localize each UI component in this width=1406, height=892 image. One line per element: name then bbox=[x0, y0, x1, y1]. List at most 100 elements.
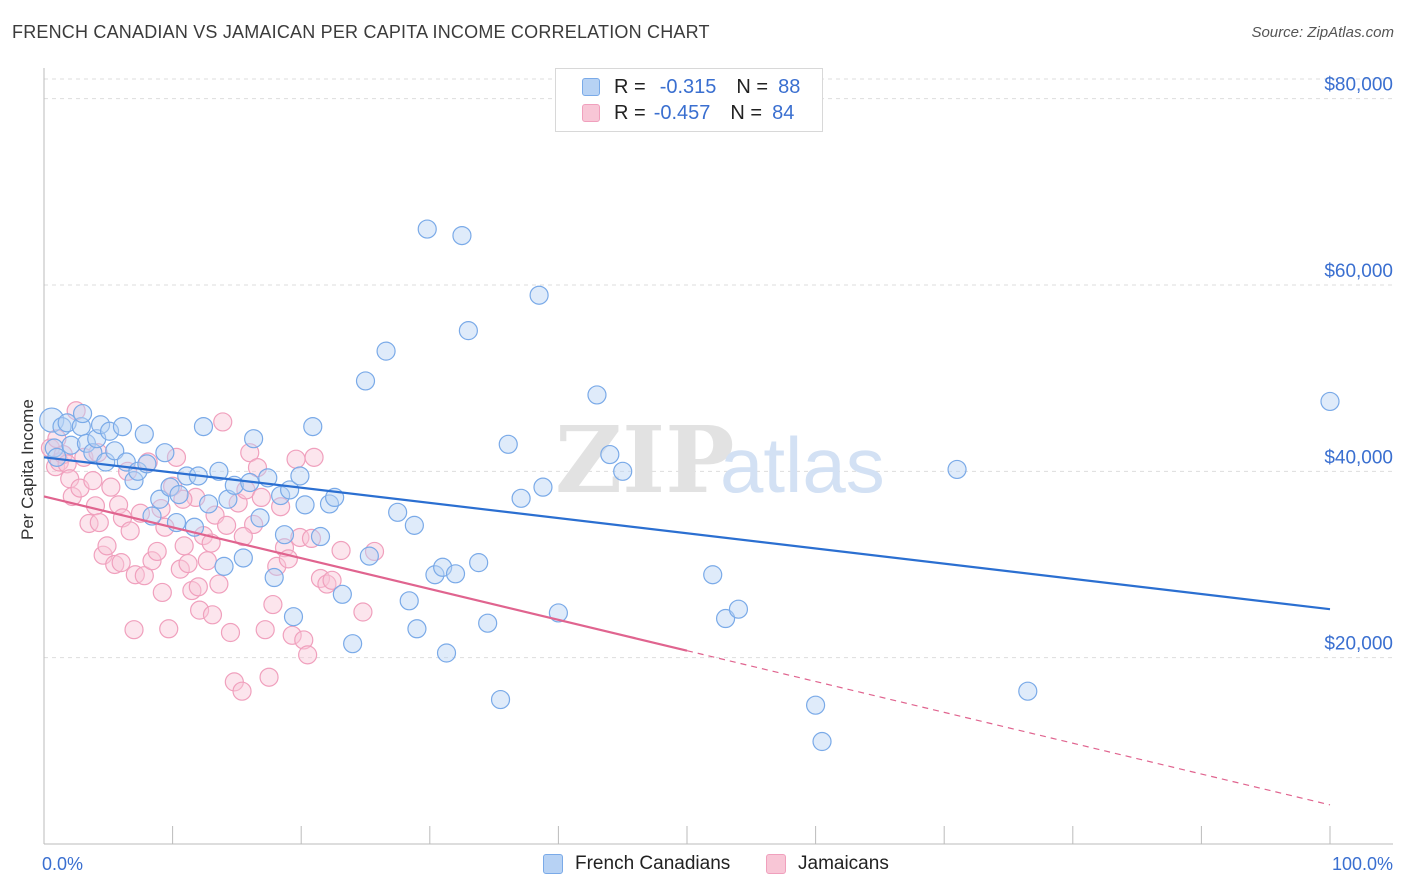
jamaicans-point bbox=[134, 566, 154, 586]
jamaicans-point bbox=[322, 570, 342, 590]
french-canadians-point bbox=[498, 434, 518, 454]
bottom-legend-french-canadians: French Canadians bbox=[543, 851, 730, 877]
legend-r-value: -0.315 bbox=[659, 75, 717, 98]
jamaicans-point bbox=[267, 556, 287, 576]
axis-layer bbox=[43, 68, 1393, 845]
french-canadians-point bbox=[72, 403, 93, 424]
french-canadians-point bbox=[233, 548, 253, 568]
jamaicans-point bbox=[147, 541, 167, 562]
french-canadians-point bbox=[587, 385, 607, 405]
french-canadians-point bbox=[218, 489, 238, 509]
jamaicans-point bbox=[220, 622, 241, 643]
y-tick-label-80000: $80,000 bbox=[1324, 75, 1393, 96]
jamaicans-point bbox=[317, 574, 337, 594]
watermark-zip: ZIP bbox=[555, 406, 734, 514]
legend-n-label: N = bbox=[730, 101, 763, 124]
legend-n-value: 88 bbox=[778, 75, 801, 98]
legend-row-jamaicans: R = -0.457 N = 84 bbox=[582, 100, 794, 126]
french-canadians-point bbox=[613, 461, 633, 481]
french-canadians-trend-line bbox=[43, 456, 1331, 611]
french-canadians-point bbox=[376, 341, 396, 361]
trend-lines bbox=[43, 456, 1331, 806]
jamaicans-point bbox=[331, 540, 351, 561]
bottom-legend-jamaicans: Jamaicans bbox=[766, 851, 889, 877]
french-canadians-point bbox=[99, 421, 120, 441]
jamaicans-point bbox=[304, 447, 324, 467]
french-canadians-point bbox=[134, 424, 154, 444]
y-tick-label-20000: $20,000 bbox=[1324, 634, 1393, 655]
french-canadians-point bbox=[193, 416, 214, 437]
x-tick-left: 0.0% bbox=[42, 854, 83, 874]
french-canadians-point bbox=[271, 485, 291, 506]
jamaicans-point bbox=[251, 487, 271, 508]
french-canadians-point bbox=[155, 443, 175, 463]
french-canadians-point bbox=[399, 591, 419, 611]
french-canadians-point bbox=[319, 494, 340, 514]
french-canadians-point bbox=[105, 441, 125, 461]
legend-r-label: R = bbox=[614, 75, 646, 98]
french-canadians-point bbox=[445, 564, 466, 584]
jamaicans-point bbox=[178, 553, 198, 574]
french-canadians-point bbox=[250, 508, 270, 528]
french-canadians-point bbox=[600, 444, 620, 465]
legend-n-value: 84 bbox=[772, 101, 795, 124]
jamaicans-point bbox=[282, 625, 302, 645]
jamaicans-point bbox=[120, 521, 140, 541]
jamaicans-point bbox=[232, 681, 252, 701]
french-canadians-point bbox=[61, 435, 81, 455]
french-canadians-point bbox=[458, 321, 478, 341]
french-canadians-point bbox=[214, 556, 234, 576]
french-canadians-point bbox=[76, 433, 97, 453]
french-canadians-point bbox=[343, 634, 363, 654]
french-canadians-point bbox=[1018, 681, 1038, 701]
french-canadians-point bbox=[112, 416, 133, 437]
french-canadians-point bbox=[548, 603, 569, 623]
french-canadians-point bbox=[511, 488, 531, 508]
bottom-legend-swatch-pink bbox=[766, 854, 786, 874]
x-tick-right: 100.0% bbox=[1332, 854, 1393, 874]
legend-r-label: R = bbox=[614, 101, 646, 124]
jamaicans-point bbox=[79, 513, 99, 534]
y-tick-labels: $20,000 $40,000 $60,000 $80,000 bbox=[1324, 75, 1393, 655]
french-canadians-point bbox=[728, 599, 749, 619]
french-canadians-point bbox=[303, 416, 323, 437]
french-canadians-point bbox=[169, 485, 189, 505]
french-canadians-point bbox=[290, 466, 310, 486]
jamaicans-point bbox=[188, 577, 208, 597]
jamaicans-point bbox=[202, 605, 223, 625]
french-canadians-point bbox=[469, 553, 489, 573]
french-canadians-point bbox=[452, 225, 472, 246]
french-canadians-point bbox=[715, 608, 736, 629]
french-canadians-point bbox=[244, 429, 264, 449]
french-canadians-point bbox=[209, 461, 229, 481]
jamaicans-point bbox=[209, 574, 229, 594]
french-canadians-point bbox=[529, 285, 549, 305]
legend-r-value: -0.457 bbox=[653, 101, 711, 124]
bottom-legend-label-pink: Jamaicans bbox=[798, 853, 889, 874]
jamaicans-point bbox=[263, 594, 283, 615]
french-canadians-point bbox=[332, 584, 352, 604]
y-tick-label-40000: $40,000 bbox=[1324, 447, 1393, 468]
french-canadians-point bbox=[57, 413, 77, 433]
french-canadians-point bbox=[425, 565, 445, 585]
bottom-legend-label-blue: French Canadians bbox=[575, 853, 731, 874]
jamaicans-point bbox=[105, 554, 125, 575]
legend-swatch-blue bbox=[582, 78, 600, 96]
y-axis-label: Per Capita Income bbox=[18, 399, 37, 540]
legend-n-label: N = bbox=[736, 75, 769, 98]
french-canadians-point bbox=[490, 689, 511, 710]
jamaicans-point bbox=[97, 536, 117, 556]
french-canadians-point bbox=[310, 526, 331, 547]
jamaicans-point bbox=[255, 620, 275, 640]
jamaicans-point bbox=[213, 412, 233, 432]
legend-swatch-pink bbox=[582, 104, 600, 122]
jamaicans-point bbox=[159, 619, 179, 639]
french-canadians-point bbox=[812, 731, 832, 752]
french-canadians-point bbox=[274, 525, 295, 545]
french-canadians-point bbox=[355, 371, 376, 391]
jamaicans-point bbox=[152, 582, 172, 603]
jamaicans-point bbox=[197, 551, 217, 571]
french-canadians-point bbox=[478, 613, 498, 633]
jamaicans-trend-line bbox=[43, 495, 688, 652]
jamaicans-trend-extension bbox=[686, 650, 1331, 806]
